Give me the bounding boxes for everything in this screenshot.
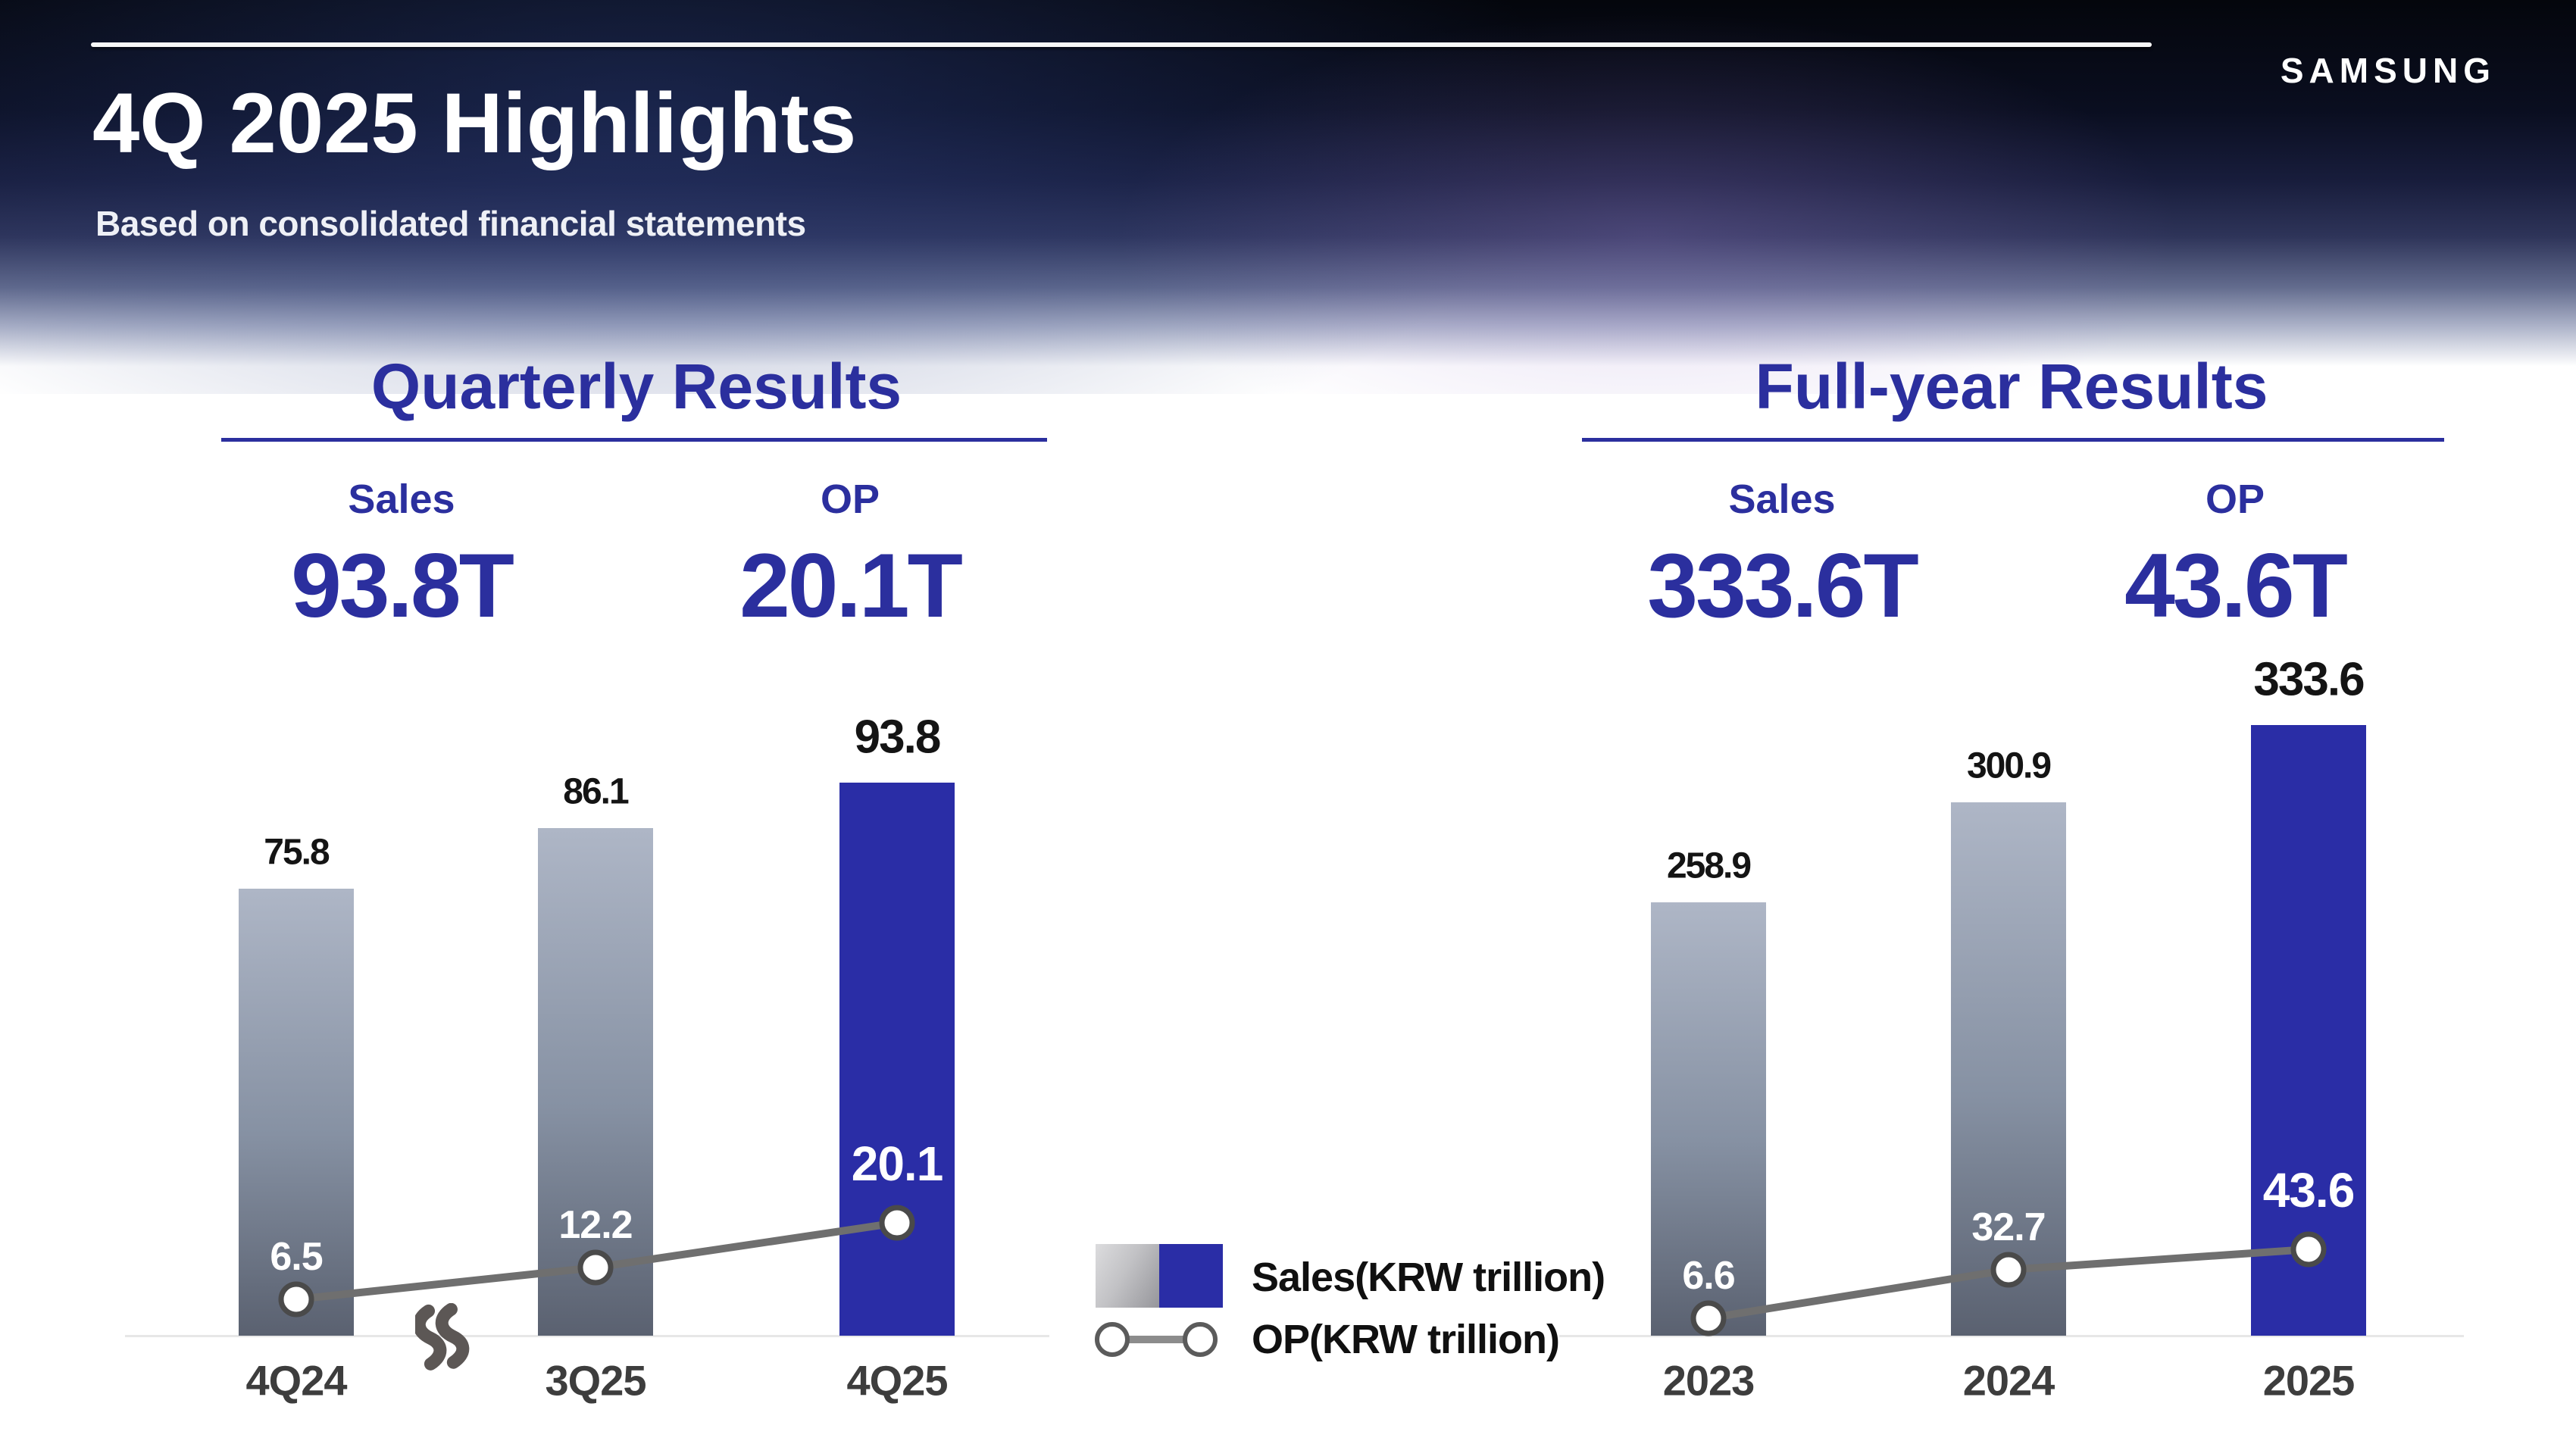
legend-sales-blue-swatch — [1159, 1244, 1223, 1308]
fullyear-op-value: 43.6T — [2124, 535, 2348, 636]
x-axis-label-2025: 2025 — [2262, 1356, 2356, 1405]
bar-2025 — [2251, 725, 2366, 1336]
x-axis-label-2023: 2023 — [1662, 1356, 1755, 1405]
samsung-logo: SAMSUNG — [2280, 51, 2496, 90]
header-rule — [91, 42, 2152, 47]
header: 4Q 2025 Highlights Based on consolidated… — [0, 0, 2576, 394]
quarterly-op-label: OP — [820, 477, 880, 522]
fullyear-op-label: OP — [2205, 477, 2265, 522]
bar-value-label-4Q24: 75.8 — [264, 832, 330, 873]
fullyear-sales-stat: Sales 333.6T — [1647, 476, 1919, 638]
op-value-label-4Q25: 20.1 — [851, 1136, 944, 1191]
op-value-label-2025: 43.6 — [2262, 1163, 2356, 1218]
op-value-label-2024: 32.7 — [1971, 1205, 2046, 1249]
x-axis-label-2024: 2024 — [1962, 1356, 2055, 1405]
fullyear-sales-value: 333.6T — [1647, 535, 1919, 636]
legend-sales-gray-swatch — [1096, 1244, 1159, 1308]
bar-2024 — [1951, 802, 2066, 1336]
legend-op-marker-icon — [1095, 1322, 1218, 1357]
page-title: 4Q 2025 Highlights — [92, 76, 857, 170]
quarterly-op-stat: OP 20.1T — [739, 476, 963, 638]
op-value-label-2023: 6.6 — [1682, 1254, 1735, 1298]
legend-op-label: OP(KRW trillion) — [1252, 1317, 1560, 1362]
axis-break-icon — [415, 1303, 470, 1371]
quarterly-sales-label: Sales — [348, 477, 455, 522]
legend-sales-label: Sales(KRW trillion) — [1252, 1255, 1605, 1300]
quarterly-sales-stat: Sales 93.8T — [291, 476, 514, 638]
x-axis-label-4Q24: 4Q24 — [245, 1356, 348, 1405]
x-axis — [1559, 1335, 2464, 1337]
fullyear-op-stat: OP 43.6T — [2124, 476, 2348, 638]
fullyear-section-title: Full-year Results — [1755, 351, 2268, 422]
fullyear-underline — [1582, 438, 2444, 442]
bar-value-label-4Q25: 93.8 — [854, 711, 942, 764]
bar-value-label-2023: 258.9 — [1666, 846, 1752, 886]
page-subtitle: Based on consolidated financial statemen… — [95, 204, 806, 243]
bar-value-label-2024: 300.9 — [1966, 746, 2052, 786]
quarterly-op-value: 20.1T — [739, 535, 963, 636]
bar-value-label-3Q25: 86.1 — [563, 771, 629, 812]
fullyear-sales-label: Sales — [1728, 477, 1836, 522]
quarterly-underline — [221, 438, 1047, 442]
x-axis — [125, 1335, 1049, 1337]
x-axis-label-4Q25: 4Q25 — [846, 1356, 949, 1405]
x-axis-label-3Q25: 3Q25 — [545, 1356, 647, 1405]
quarterly-section-title: Quarterly Results — [370, 351, 902, 422]
bar-value-label-2025: 333.6 — [2253, 653, 2365, 706]
quarterly-sales-value: 93.8T — [291, 535, 514, 636]
